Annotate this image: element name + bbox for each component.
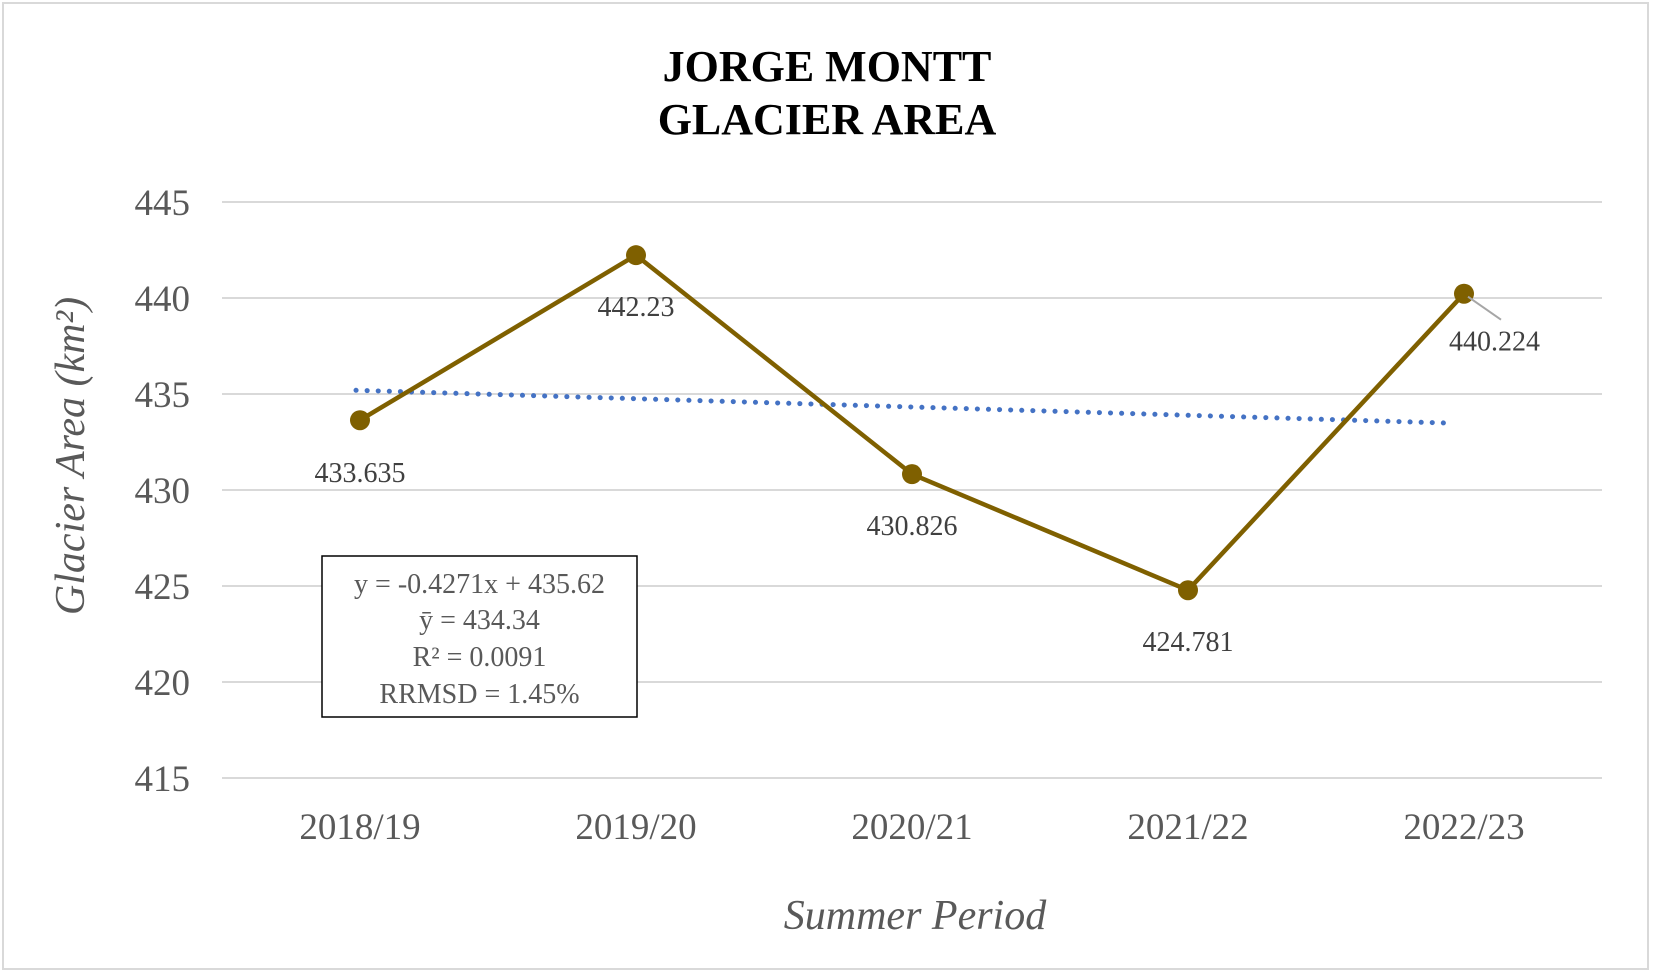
- data-point: [626, 245, 646, 266]
- equation-line-2: ȳ = 434.34: [419, 605, 540, 636]
- data-point: [1178, 580, 1198, 601]
- y-tick-label: 430: [135, 471, 191, 512]
- data-label: 430.826: [867, 511, 958, 542]
- x-tick-label: 2018/19: [299, 807, 420, 848]
- data-point: [350, 410, 370, 431]
- x-tick-label: 2021/22: [1127, 807, 1248, 848]
- series-group: [350, 245, 1474, 601]
- equation-line-4: RRMSD = 1.45%: [379, 679, 579, 710]
- equation-box-border: [321, 555, 638, 718]
- data-point: [1454, 283, 1474, 304]
- y-tick-label: 440: [135, 279, 191, 320]
- x-tick-label: 2022/23: [1403, 807, 1524, 848]
- data-point: [902, 464, 922, 485]
- x-tick-label: 2020/21: [851, 807, 972, 848]
- data-labels: 433.635 442.23 430.826 424.781 440.224: [315, 292, 1541, 658]
- y-axis-title: Glacier Area (km²): [48, 297, 94, 615]
- y-tick-label: 425: [135, 567, 191, 608]
- chart-title-line-2: GLACIER AREA: [658, 95, 997, 144]
- data-label-leader: [1467, 295, 1502, 321]
- equation-line-3: R² = 0.0091: [413, 642, 547, 673]
- data-label: 440.224: [1449, 327, 1540, 358]
- trendline-group: [353, 387, 1452, 426]
- data-label: 424.781: [1143, 627, 1234, 658]
- trendline: [353, 387, 1452, 426]
- data-label: 442.23: [598, 292, 675, 323]
- equation-line-1: y = -0.4271x + 435.62: [354, 569, 605, 600]
- chart-title-line-1: JORGE MONTT: [663, 42, 992, 91]
- x-axis-ticks: 2018/19 2019/20 2020/21 2021/22 2022/23: [299, 807, 1524, 848]
- y-tick-label: 445: [135, 183, 191, 224]
- y-tick-label: 435: [135, 375, 191, 416]
- x-tick-label: 2019/20: [575, 807, 696, 848]
- chart-title: JORGE MONTT GLACIER AREA: [658, 42, 997, 144]
- y-axis-ticks: 415 420 425 430 435 440 445: [135, 183, 191, 800]
- equation-box: y = -0.4271x + 435.62 ȳ = 434.34 R² = 0.…: [321, 555, 638, 718]
- x-axis-title: Summer Period: [784, 893, 1047, 939]
- y-tick-label: 420: [135, 663, 191, 704]
- data-label: 433.635: [315, 458, 406, 489]
- y-tick-label: 415: [135, 759, 191, 800]
